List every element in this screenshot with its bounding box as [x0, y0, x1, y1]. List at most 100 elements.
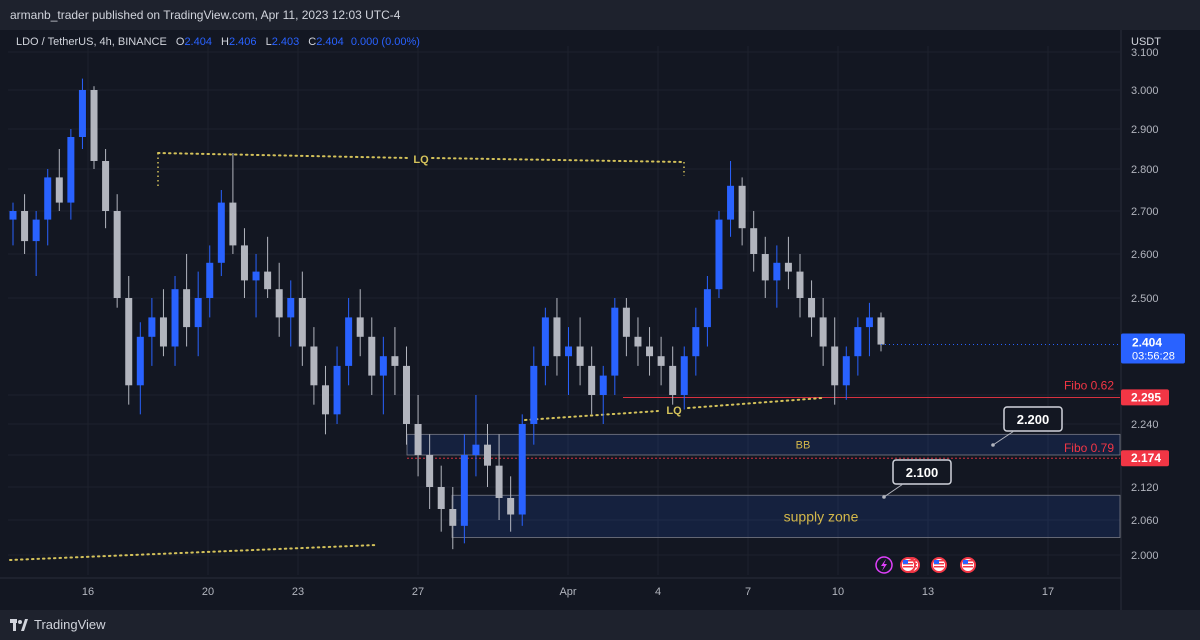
- candle-body: [194, 298, 202, 328]
- candle-body: [298, 298, 306, 347]
- candle-body: [287, 298, 295, 318]
- lq-label-top: LQ: [413, 154, 429, 166]
- lq-line-bottom-b: [687, 397, 823, 409]
- price-tick-label: 2.800: [1131, 164, 1159, 176]
- chart-annotations: LQ LQ 2.200 2.100: [9, 152, 1063, 561]
- candle-body: [657, 356, 665, 366]
- candle-body: [761, 254, 769, 281]
- candle-body: [819, 317, 827, 347]
- tradingview-brand: TradingView: [34, 617, 106, 632]
- price-tick-label: 2.700: [1131, 206, 1159, 218]
- callout-2200-box: [1003, 406, 1063, 432]
- symbol-label[interactable]: LDO / TetherUS, 4h, BINANCE: [16, 36, 167, 48]
- lq-line-bottom-a: [524, 410, 659, 421]
- time-tick-label: 20: [202, 586, 214, 598]
- candle-body: [565, 346, 573, 357]
- change-value: 0.000 (0.00%): [350, 36, 420, 48]
- callout-2200-pointer: [992, 430, 1015, 446]
- lq-label-bottom: LQ: [666, 405, 682, 417]
- candle-body: [368, 336, 376, 376]
- us-flag-icon-canton: [963, 560, 968, 564]
- candle-body: [703, 289, 711, 328]
- candle-body: [472, 444, 480, 455]
- candle-body: [634, 336, 642, 347]
- candle-body: [796, 271, 804, 298]
- candle-body: [229, 202, 237, 246]
- price-axis: 2.0002.0602.1202.1802.2402.3002.5002.600…: [1120, 30, 1159, 610]
- time-tick-label: 16: [82, 586, 94, 598]
- open-key: O: [175, 36, 185, 48]
- candle-body: [507, 498, 515, 515]
- candle-body: [217, 202, 225, 263]
- us-flag-icon-stripe: [934, 566, 944, 568]
- candle-body: [738, 185, 746, 229]
- callout-2200-dot: [991, 443, 995, 447]
- candle-body: [136, 336, 144, 386]
- chart-zones: BB supply zone: [406, 433, 1121, 538]
- lq-line-top-a: [157, 152, 411, 159]
- publisher-text: armanb_trader published on TradingView.c…: [10, 8, 401, 22]
- low-value: 2.403: [271, 36, 300, 48]
- candle-body: [553, 317, 561, 357]
- high-key: H: [221, 36, 229, 48]
- candle-body: [67, 137, 75, 203]
- candle-body: [715, 219, 723, 290]
- candle-body: [113, 211, 121, 298]
- candle-body: [518, 424, 526, 515]
- currency-label[interactable]: USDT: [1131, 36, 1161, 48]
- candle-body: [680, 356, 688, 395]
- candle-body: [842, 356, 850, 386]
- lightning-icon-bolt: [881, 559, 887, 571]
- last-price-tag-value: 2.404: [1132, 336, 1162, 350]
- high-value: 2.406: [228, 36, 257, 48]
- candle-body: [125, 298, 133, 386]
- candle-body: [9, 211, 17, 220]
- price-tick-label: 2.120: [1131, 482, 1159, 494]
- symbol-legend: LDO / TetherUS, 4h, BINANCE O2.404 H2.40…: [16, 36, 420, 48]
- candle-body: [206, 262, 214, 298]
- time-tick-label: 7: [745, 586, 751, 598]
- fibo-079-tag-box: [1121, 450, 1169, 467]
- price-tick-label: 2.900: [1131, 124, 1159, 136]
- candle-body: [877, 317, 885, 345]
- callout-2100-dot: [882, 495, 886, 499]
- us-flag-icon-canton: [934, 560, 939, 564]
- candle-body: [391, 356, 399, 366]
- candle-body: [102, 161, 110, 211]
- candle-body: [275, 289, 283, 318]
- last-price-tag-box: [1121, 333, 1185, 364]
- candle-body: [437, 487, 445, 509]
- candle-body: [32, 219, 40, 242]
- fibo-079-label: Fibo 0.79: [1064, 441, 1114, 455]
- callout-2100-label: 2.100: [906, 465, 939, 480]
- candle-body: [588, 365, 596, 395]
- candle-body: [622, 307, 630, 337]
- price-tick-label: 3.100: [1131, 47, 1159, 59]
- candle-body: [356, 317, 364, 337]
- candle-body: [530, 365, 538, 424]
- time-tick-label: 17: [1042, 586, 1054, 598]
- candle-body: [460, 455, 468, 526]
- candle-body: [21, 211, 29, 242]
- close-value: 2.404: [316, 36, 344, 48]
- callout-2100-box: [892, 459, 952, 485]
- candle-body: [55, 177, 63, 203]
- price-tick-label: 2.240: [1131, 419, 1159, 431]
- tradingview-logo[interactable]: TradingView: [10, 617, 106, 632]
- candle-body: [379, 356, 387, 376]
- last-price-countdown: 03:56:28: [1132, 351, 1175, 363]
- callout-2200-label: 2.200: [1017, 412, 1050, 427]
- callout-2100-pointer: [883, 483, 904, 498]
- candle-body: [171, 289, 179, 347]
- low-key: L: [265, 36, 272, 48]
- us-flag-icon-canton: [903, 560, 908, 564]
- us-flag-icon-stripe: [963, 566, 973, 568]
- candle-body: [449, 509, 457, 526]
- candle-body: [865, 317, 873, 328]
- close-key: C: [308, 36, 317, 48]
- candle-body: [78, 90, 86, 137]
- fibo-062-label: Fibo 0.62: [1064, 378, 1114, 392]
- footer-bar: [0, 610, 1200, 640]
- price-tick-label: 2.060: [1131, 515, 1159, 527]
